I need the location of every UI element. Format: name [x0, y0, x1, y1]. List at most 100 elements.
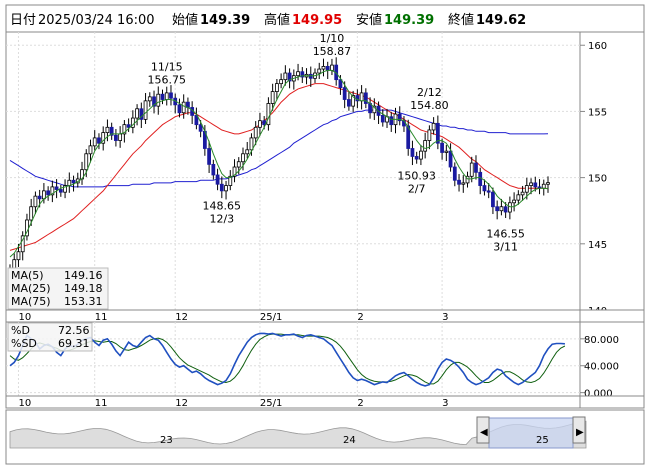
- x-axis-strip-top: [5, 309, 581, 323]
- candle-body: [33, 195, 38, 208]
- candle-body: [380, 115, 385, 123]
- candle-body: [342, 87, 347, 100]
- candle-body: [147, 96, 152, 102]
- legend-ma75-value: 153.31: [64, 295, 103, 308]
- candle-body: [507, 202, 512, 213]
- candle-body: [491, 191, 495, 208]
- navigator-left-handle[interactable]: [476, 416, 490, 444]
- candle-body: [512, 199, 516, 204]
- navigator-selection-window[interactable]: [488, 417, 574, 449]
- candle-body: [274, 83, 279, 92]
- chevron-right-icon: ▶: [576, 427, 584, 438]
- annotation-value: 156.75: [147, 73, 186, 86]
- price-ytick-label: 145: [588, 240, 607, 251]
- candle-body: [219, 183, 224, 192]
- candle-body: [300, 71, 305, 78]
- candle-body: [330, 64, 334, 71]
- annotation-date: 11/15: [151, 60, 183, 73]
- navigator-right-handle[interactable]: [572, 416, 586, 444]
- header-close-value: 149.62: [476, 13, 526, 28]
- candle-body: [143, 100, 148, 120]
- candle-body: [503, 206, 508, 213]
- candle-body: [321, 66, 326, 70]
- candle-body: [351, 95, 356, 107]
- candle-body: [410, 148, 415, 157]
- header-open-label: 始値: [172, 12, 198, 28]
- candle-body: [474, 162, 478, 173]
- candle-body: [414, 156, 419, 160]
- annotation-date: 12/3: [209, 212, 234, 225]
- annotation-date: 2/7: [408, 182, 426, 195]
- candle-body: [249, 137, 254, 151]
- candle-body: [139, 108, 144, 120]
- x-tick-label: 25/1: [260, 398, 282, 409]
- candle-body: [29, 206, 34, 221]
- x-tick-label: 10: [18, 398, 31, 409]
- candle-body: [152, 96, 156, 107]
- legend-d-value: 72.56: [58, 324, 90, 337]
- candle-body: [245, 149, 250, 155]
- header-bar: [5, 4, 645, 33]
- candle-body: [46, 190, 51, 196]
- stoch-ytick-label: 40.000: [584, 362, 619, 373]
- candle-body: [58, 189, 63, 193]
- header-low-value: 149.39: [384, 13, 434, 28]
- ma5-line: [9, 69, 549, 258]
- candle-body: [211, 163, 216, 176]
- candle-body: [169, 92, 173, 99]
- candle-body: [71, 179, 76, 184]
- candle-body: [97, 137, 101, 144]
- candle-body: [482, 185, 487, 192]
- candle-body: [435, 122, 440, 144]
- candle-body: [262, 120, 267, 126]
- candle-body: [126, 124, 131, 128]
- candle-body: [283, 72, 288, 81]
- candle-body: [228, 175, 233, 186]
- candle-body: [486, 190, 491, 193]
- candle-body: [419, 150, 423, 160]
- header-datetime: 2025/03/24 16:00: [38, 13, 155, 28]
- x-axis-strip-bottom-pad: [579, 395, 645, 409]
- candle-body: [194, 115, 199, 126]
- candle-body: [457, 179, 461, 185]
- candle-body: [465, 175, 470, 184]
- x-tick-label: 3: [442, 398, 448, 409]
- candle-body: [84, 153, 89, 171]
- candle-body: [118, 133, 123, 141]
- candle-body: [50, 186, 55, 196]
- stoch-d-line: [9, 332, 565, 387]
- candle-body: [279, 79, 284, 85]
- candle-body: [164, 92, 169, 100]
- ma75-line: [9, 109, 549, 188]
- candle-body: [427, 129, 432, 141]
- x-tick-label: 11: [95, 398, 108, 409]
- stochastic-legend-box: [7, 322, 93, 352]
- legend-sd-name: %SD: [11, 337, 37, 350]
- x-axis-strip-top-pad: [579, 309, 645, 323]
- candle-body: [224, 185, 228, 192]
- candle-body: [63, 185, 67, 193]
- x-tick-label: 10: [18, 312, 31, 323]
- annotation-value: 158.87: [313, 45, 352, 58]
- candle-body: [389, 116, 394, 126]
- stochastic-axis-panel: [579, 321, 645, 397]
- candle-body: [181, 101, 186, 114]
- header-close-label: 終値: [448, 12, 474, 28]
- ma-legend-box: [7, 267, 109, 310]
- annotation-date: 1/10: [320, 32, 345, 45]
- candle-body: [469, 162, 474, 177]
- navigator-tick-25: 25: [536, 435, 549, 446]
- candle-body: [122, 124, 127, 135]
- candle-body: [101, 132, 106, 144]
- candle-body: [444, 150, 449, 153]
- candle-body: [16, 251, 21, 261]
- candle-body: [207, 148, 211, 165]
- candle-body: [461, 182, 466, 185]
- x-tick-label: 2: [357, 312, 363, 323]
- candle-body: [92, 137, 97, 147]
- candle-body: [88, 145, 93, 155]
- candle-body: [308, 73, 313, 79]
- candle-body: [177, 104, 182, 114]
- x-tick-label: 12: [175, 312, 188, 323]
